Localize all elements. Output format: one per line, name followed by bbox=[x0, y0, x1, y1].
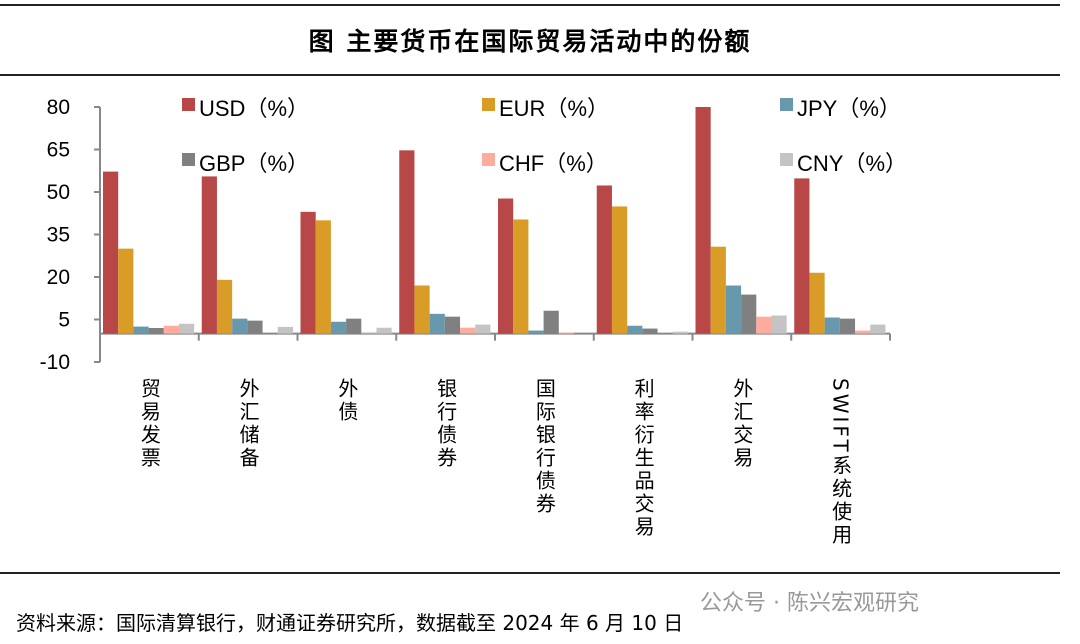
bar-chf bbox=[756, 316, 772, 334]
category-label: SWIFT系统使用 bbox=[828, 378, 853, 547]
category-label: 贸易发票 bbox=[137, 378, 162, 470]
legend-swatch bbox=[482, 98, 495, 111]
bar-cny bbox=[870, 324, 886, 334]
category-label: 外债 bbox=[334, 378, 359, 424]
bar-eur bbox=[414, 285, 430, 334]
bar-usd bbox=[399, 150, 415, 334]
bar-chf bbox=[163, 325, 179, 334]
bar-jpy bbox=[824, 317, 840, 334]
bar-cny bbox=[771, 315, 787, 334]
category-label: 银行债券 bbox=[433, 378, 458, 470]
bar-gbp bbox=[247, 320, 263, 334]
bar-gbp bbox=[346, 318, 362, 334]
y-tick-label: -10 bbox=[40, 351, 70, 374]
bar-eur bbox=[216, 279, 233, 334]
legend-swatch bbox=[482, 153, 495, 166]
bar-eur bbox=[315, 220, 331, 334]
legend-label: EUR（%） bbox=[499, 96, 609, 121]
category-label: 外汇交易 bbox=[729, 378, 754, 470]
bar-jpy bbox=[725, 285, 742, 334]
bar-usd bbox=[103, 171, 119, 334]
bar-gbp bbox=[444, 316, 461, 334]
source-note: 资料来源：国际清算银行，财通证券研究所，数据截至 2024 年 6 月 10 日 bbox=[16, 611, 684, 635]
bar-cny bbox=[672, 331, 688, 334]
legend-swatch bbox=[780, 98, 793, 111]
legend-label: JPY（%） bbox=[797, 96, 901, 121]
bar-usd bbox=[794, 178, 810, 334]
bar-usd bbox=[300, 211, 316, 334]
bar-jpy bbox=[627, 325, 643, 334]
legend-label: GBP（%） bbox=[199, 151, 309, 176]
bar-chf bbox=[855, 330, 871, 334]
top-rule bbox=[0, 4, 1060, 6]
bar-usd bbox=[201, 176, 217, 334]
bar-cny bbox=[179, 323, 195, 334]
bottom-rule bbox=[0, 572, 1060, 574]
bar-chf bbox=[460, 327, 476, 334]
title-rule bbox=[0, 74, 1060, 76]
bar-gbp bbox=[839, 318, 856, 334]
chart-title: 图 主要货币在国际贸易活动中的份额 bbox=[308, 27, 752, 56]
bar-chf bbox=[558, 332, 574, 334]
watermark: 公众号 · 陈兴宏观研究 bbox=[700, 591, 919, 616]
bar-chart: 80 65 50 35 20 5 -10 USD（%） EUR（%） JPY（%） GBP（%） CH… bbox=[40, 96, 907, 374]
bar-cny bbox=[376, 327, 392, 334]
bar-gbp bbox=[741, 294, 757, 334]
bar-gbp bbox=[148, 328, 164, 334]
bar-gbp bbox=[543, 310, 559, 334]
legend-label: CHF（%） bbox=[499, 151, 608, 176]
legend-swatch bbox=[182, 153, 195, 166]
y-tick-label: 65 bbox=[47, 139, 70, 162]
bar-chf bbox=[361, 332, 377, 334]
legend-swatch bbox=[182, 98, 195, 111]
bar-usd bbox=[695, 107, 711, 334]
bar-cny bbox=[277, 326, 293, 334]
bar-jpy bbox=[528, 330, 544, 334]
y-tick-label: 50 bbox=[47, 181, 70, 204]
y-tick-label: 80 bbox=[47, 96, 70, 119]
bar-eur bbox=[611, 206, 628, 334]
y-tick-label: 5 bbox=[58, 309, 70, 332]
bar-usd bbox=[596, 185, 612, 334]
bar-jpy bbox=[330, 321, 347, 334]
y-tick-label: 35 bbox=[47, 224, 70, 247]
bar-jpy bbox=[429, 313, 445, 334]
bar-eur bbox=[513, 219, 529, 334]
bar-jpy bbox=[133, 326, 149, 334]
bar-jpy bbox=[232, 318, 248, 334]
legend-label: CNY（%） bbox=[797, 151, 907, 176]
legend-swatch bbox=[780, 153, 793, 166]
category-label: 外汇储备 bbox=[236, 378, 261, 470]
bar-usd bbox=[498, 198, 514, 334]
bar-eur bbox=[809, 272, 825, 334]
bar-gbp bbox=[642, 328, 658, 334]
bar-eur bbox=[710, 246, 726, 334]
category-label: 国际银行债券 bbox=[532, 378, 557, 516]
category-label: 利率衍生品交易 bbox=[631, 378, 656, 539]
legend-label: USD（%） bbox=[199, 96, 309, 121]
y-tick-label: 20 bbox=[47, 266, 70, 289]
bar-eur bbox=[118, 248, 134, 334]
bar-cny bbox=[475, 324, 491, 334]
